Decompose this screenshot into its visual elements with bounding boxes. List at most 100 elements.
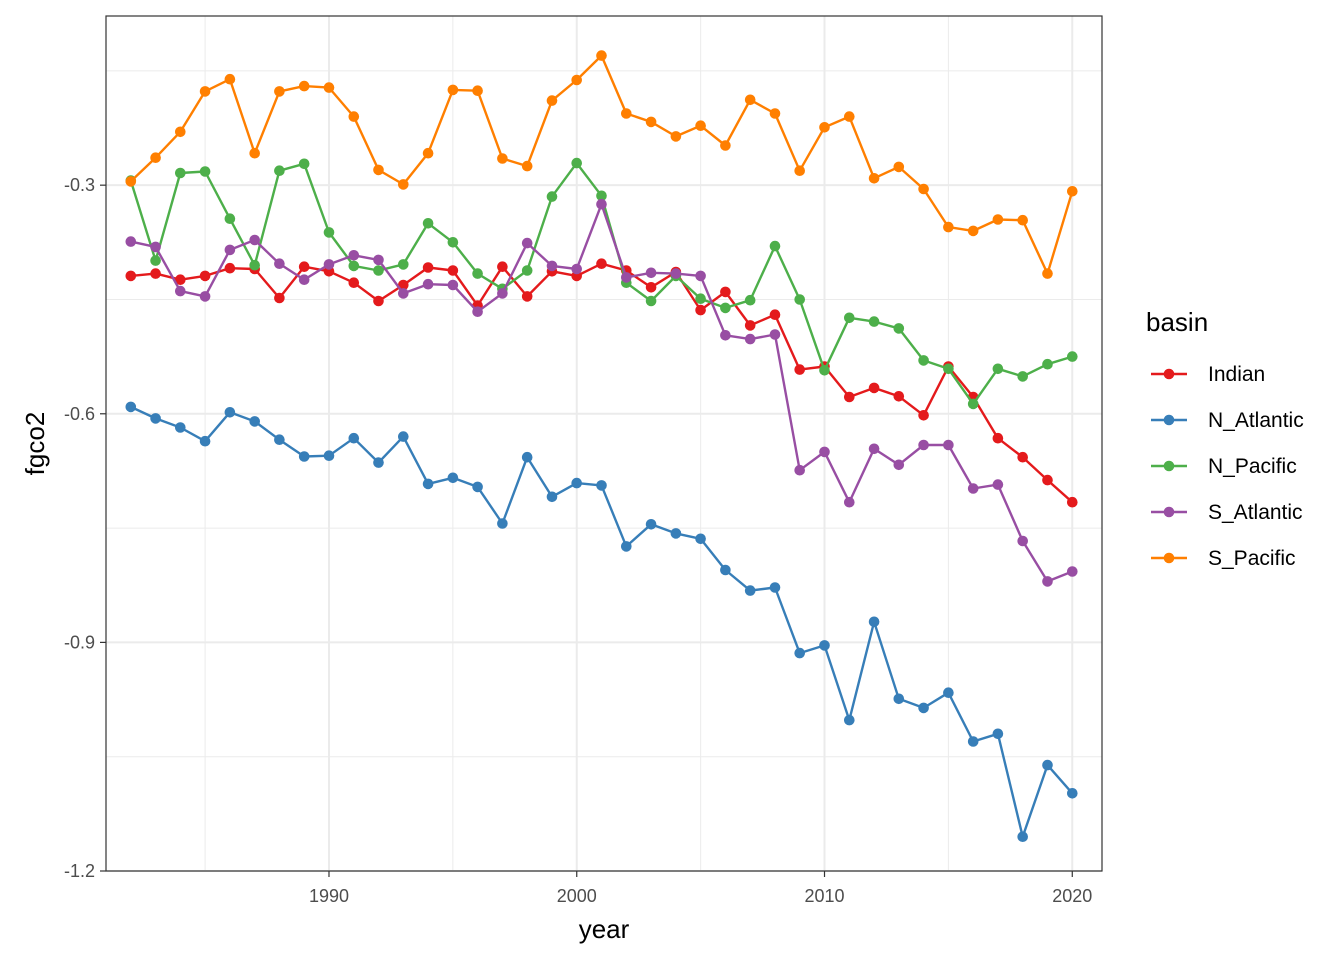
legend-item-Indian: Indian: [1151, 363, 1265, 386]
data-point-S_Atlantic: [720, 330, 731, 341]
data-point-N_Pacific: [373, 265, 384, 276]
data-point-N_Pacific: [918, 355, 929, 366]
data-point-Indian: [521, 291, 533, 302]
data-point-N_Atlantic: [224, 407, 236, 418]
legend: basin Indian N_Atlantic N_Pacific S_Atlanti…: [1146, 307, 1304, 570]
data-point-N_Atlantic: [596, 480, 607, 491]
data-point-N_Pacific: [744, 294, 756, 306]
data-point-N_Pacific: [447, 237, 459, 248]
data-point-S_Atlantic: [645, 267, 657, 279]
data-point-N_Pacific: [323, 227, 335, 238]
data-point-N_Pacific: [521, 265, 533, 276]
series-N_Pacific: [125, 157, 1078, 410]
legend-key-point: [1163, 368, 1175, 380]
y-tick-label: -0.6: [64, 404, 95, 424]
data-point-S_Pacific: [422, 147, 434, 159]
series-Indian: [125, 258, 1078, 508]
data-point-S_Atlantic: [992, 479, 1004, 490]
data-point-Indian: [695, 304, 706, 316]
data-point-N_Pacific: [422, 218, 434, 229]
data-point-Indian: [1067, 496, 1078, 508]
data-point-Indian: [596, 258, 607, 270]
data-point-N_Atlantic: [546, 491, 558, 503]
data-point-N_Atlantic: [967, 736, 979, 747]
data-point-N_Pacific: [720, 302, 731, 314]
data-point-N_Atlantic: [794, 647, 805, 659]
data-point-S_Atlantic: [744, 333, 756, 345]
data-point-N_Pacific: [943, 363, 954, 375]
series-N_Atlantic: [125, 401, 1078, 842]
series-S_Atlantic: [125, 198, 1078, 587]
data-point-S_Atlantic: [695, 270, 706, 282]
data-point-Indian: [769, 309, 781, 321]
data-point-S_Atlantic: [546, 260, 558, 272]
data-point-S_Atlantic: [199, 291, 211, 302]
data-point-N_Atlantic: [893, 693, 905, 705]
data-point-S_Atlantic: [918, 439, 929, 451]
data-point-N_Pacific: [819, 365, 830, 376]
data-point-N_Atlantic: [571, 477, 582, 489]
series-S_Pacific: [125, 50, 1078, 279]
data-point-N_Pacific: [794, 294, 805, 305]
data-point-Indian: [893, 391, 905, 402]
data-point-N_Pacific: [645, 295, 657, 307]
data-point-N_Pacific: [893, 323, 905, 334]
data-point-N_Atlantic: [150, 413, 161, 424]
data-point-S_Pacific: [992, 214, 1004, 225]
data-point-N_Atlantic: [992, 728, 1004, 740]
data-point-Indian: [150, 268, 161, 279]
data-point-S_Pacific: [249, 147, 260, 159]
data-point-S_Pacific: [373, 164, 384, 176]
x-tick-label: 2000: [557, 886, 597, 906]
data-point-N_Atlantic: [744, 585, 756, 596]
data-point-S_Atlantic: [844, 496, 855, 508]
data-point-N_Pacific: [249, 259, 260, 271]
x-axis: 1990 2000 2010 2020: [309, 871, 1092, 906]
data-point-N_Pacific: [298, 158, 310, 170]
data-point-S_Pacific: [199, 86, 211, 97]
data-point-S_Pacific: [893, 161, 905, 173]
series-layer: [125, 50, 1078, 842]
data-point-S_Atlantic: [398, 288, 409, 299]
data-point-S_Pacific: [819, 122, 830, 133]
data-point-S_Pacific: [1017, 214, 1028, 226]
data-point-S_Pacific: [744, 94, 756, 106]
data-point-S_Atlantic: [249, 234, 260, 246]
data-point-N_Pacific: [571, 157, 582, 169]
data-point-S_Pacific: [1042, 268, 1053, 279]
data-point-N_Pacific: [1067, 351, 1078, 362]
data-point-N_Atlantic: [521, 451, 533, 463]
data-point-S_Pacific: [868, 173, 880, 184]
data-point-N_Atlantic: [1017, 831, 1028, 842]
legend-label: S_Pacific: [1208, 547, 1296, 570]
legend-key-point: [1163, 414, 1175, 426]
data-point-N_Atlantic: [769, 582, 781, 593]
data-point-Indian: [497, 261, 508, 273]
data-point-Indian: [1017, 451, 1028, 463]
data-point-N_Pacific: [1017, 371, 1028, 382]
data-point-S_Pacific: [398, 179, 409, 190]
data-point-Indian: [868, 382, 880, 394]
data-point-S_Pacific: [844, 111, 855, 122]
data-point-S_Atlantic: [274, 258, 285, 270]
y-tick-label: -0.9: [64, 632, 95, 652]
data-point-S_Atlantic: [521, 237, 533, 249]
x-axis-title: year: [579, 914, 630, 944]
data-point-S_Atlantic: [893, 459, 905, 471]
data-point-Indian: [645, 282, 657, 293]
data-point-S_Pacific: [323, 82, 335, 93]
data-point-Indian: [274, 292, 285, 304]
data-point-N_Atlantic: [175, 422, 186, 433]
data-point-Indian: [1042, 474, 1053, 486]
data-point-S_Atlantic: [943, 439, 954, 451]
data-point-N_Atlantic: [472, 481, 483, 493]
data-point-Indian: [720, 286, 731, 298]
data-point-N_Pacific: [150, 255, 161, 266]
data-point-S_Atlantic: [1042, 576, 1053, 587]
data-point-S_Pacific: [546, 95, 558, 106]
data-point-S_Pacific: [621, 108, 632, 119]
data-point-S_Atlantic: [175, 285, 186, 297]
data-point-S_Pacific: [720, 140, 731, 151]
data-point-S_Pacific: [175, 126, 186, 138]
